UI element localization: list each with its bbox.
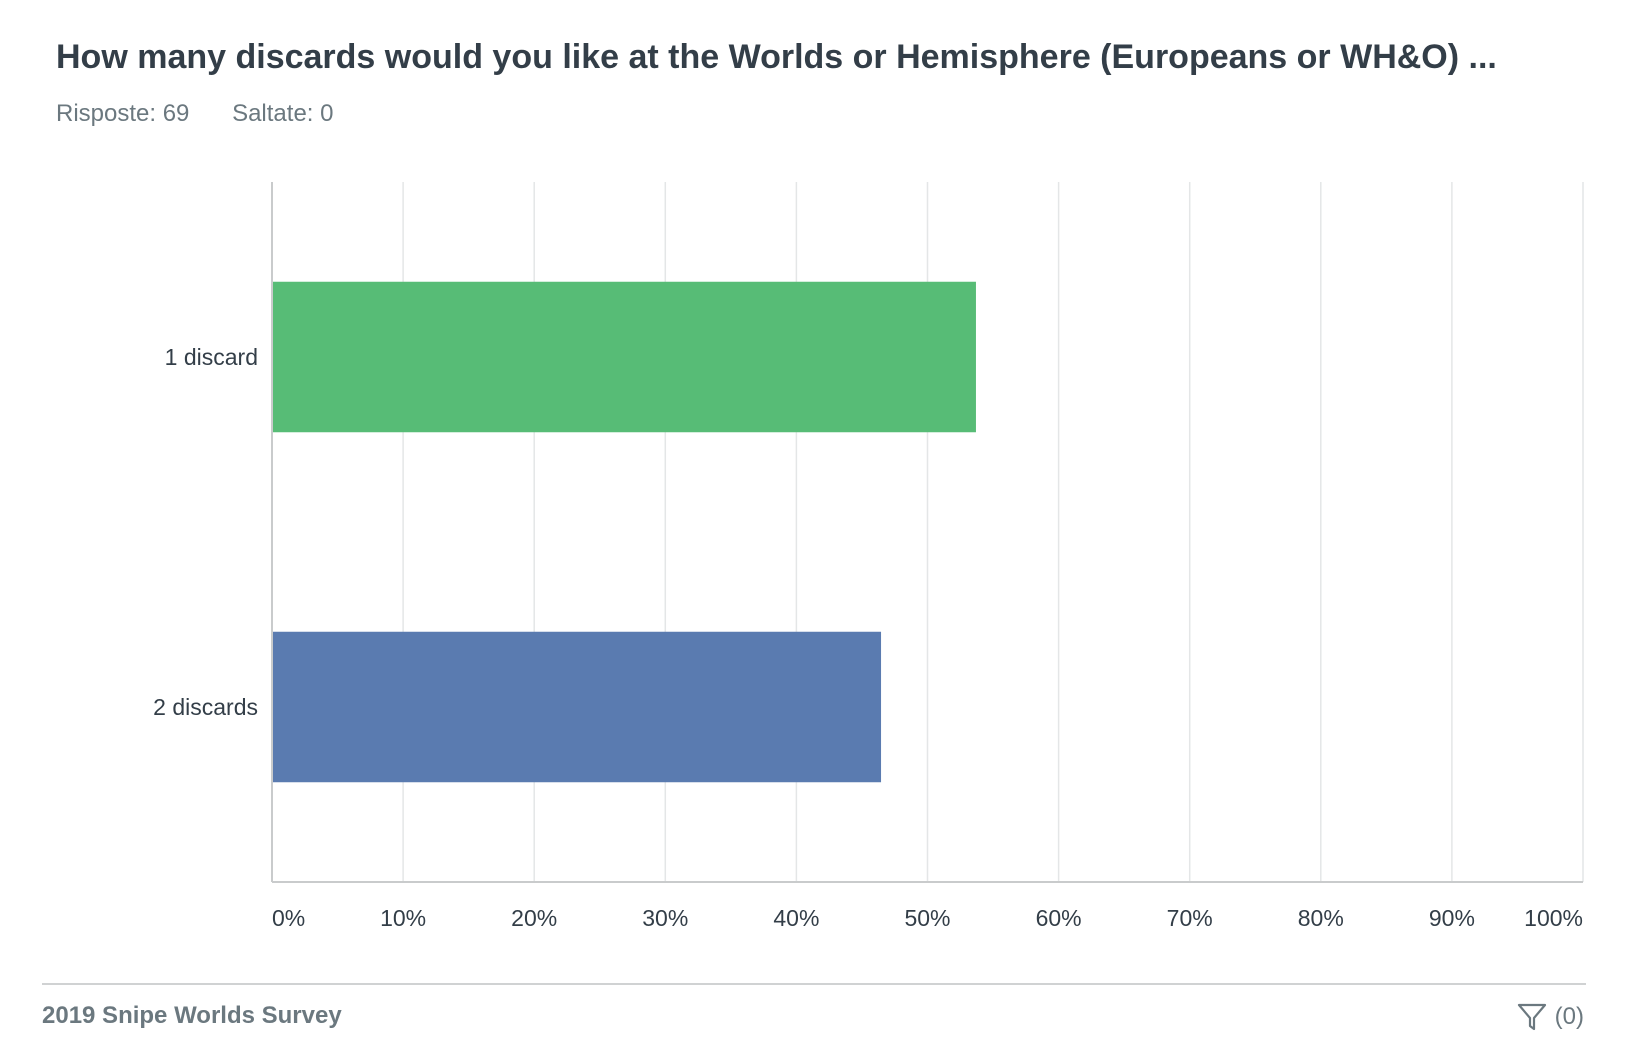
chart-title: How many discards would you like at the … xyxy=(56,38,1497,76)
filter-count: (0) xyxy=(1554,1003,1584,1030)
x-tick-label: 70% xyxy=(1167,905,1213,931)
response-stats: Risposte: 69 Saltate: 0 xyxy=(56,100,369,128)
x-tick-label: 100% xyxy=(1524,905,1583,931)
x-tick-label: 90% xyxy=(1429,905,1475,931)
filter-icon xyxy=(1517,1003,1546,1031)
x-tick-label: 30% xyxy=(642,905,688,931)
footer-divider xyxy=(42,983,1586,985)
bar xyxy=(273,631,882,783)
x-tick-label: 10% xyxy=(380,905,426,931)
x-tick-label: 80% xyxy=(1298,905,1344,931)
filter-button[interactable]: (0) xyxy=(1517,1002,1584,1032)
bar xyxy=(273,281,976,433)
survey-name: 2019 Snipe Worlds Survey xyxy=(42,1002,342,1029)
x-tick-label: 40% xyxy=(773,905,819,931)
skipped-count: Saltate: 0 xyxy=(232,100,334,127)
x-tick-label: 60% xyxy=(1036,905,1082,931)
x-tick-label: 20% xyxy=(511,905,557,931)
bar-chart: 0% 10% 20% 30% 40% 50% 60% 70% 80% 90% 100% 1 disca… xyxy=(153,182,1584,931)
y-category-label: 2 discards xyxy=(153,694,258,720)
x-tick-label: 0% xyxy=(272,905,305,931)
responses-count: Risposte: 69 xyxy=(56,100,190,127)
x-tick-label: 50% xyxy=(904,905,950,931)
y-category-label: 1 discard xyxy=(165,344,258,370)
